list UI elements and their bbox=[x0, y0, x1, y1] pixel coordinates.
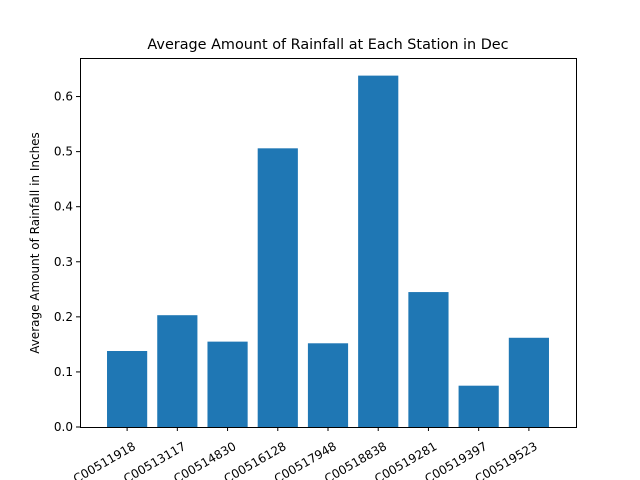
y-tick-label: 0.4 bbox=[54, 200, 73, 214]
bar-C00513117 bbox=[157, 315, 198, 427]
bar-C00518838 bbox=[358, 75, 399, 428]
bar-C00516128 bbox=[257, 148, 298, 427]
y-axis: 0.0 0.1 0.2 0.3 0.4 0.5 0.6 bbox=[54, 90, 80, 434]
y-tick-label: 0.5 bbox=[54, 145, 73, 159]
bar-C00514830 bbox=[207, 341, 248, 427]
bars-group bbox=[107, 75, 549, 428]
bar-C00511918 bbox=[107, 351, 148, 427]
y-tick-label: 0.1 bbox=[54, 365, 73, 379]
plot-frame bbox=[80, 58, 577, 428]
y-tick-label: 0.6 bbox=[54, 90, 73, 104]
y-tick-label: 0.3 bbox=[54, 255, 73, 269]
bar-C00517948 bbox=[307, 343, 349, 427]
y-tick-label: 0.2 bbox=[54, 310, 73, 324]
y-axis-label: Average Amount of Rainfall in Inches bbox=[28, 132, 42, 354]
x-axis: C00511918C00513117C00514830C00516128C005… bbox=[71, 427, 540, 480]
bar-C00519397 bbox=[458, 385, 499, 427]
bar-C00519523 bbox=[508, 337, 549, 427]
chart-title: Average Amount of Rainfall at Each Stati… bbox=[147, 37, 508, 53]
bar-C00519281 bbox=[408, 292, 449, 427]
y-tick-label: 0.0 bbox=[54, 420, 73, 434]
